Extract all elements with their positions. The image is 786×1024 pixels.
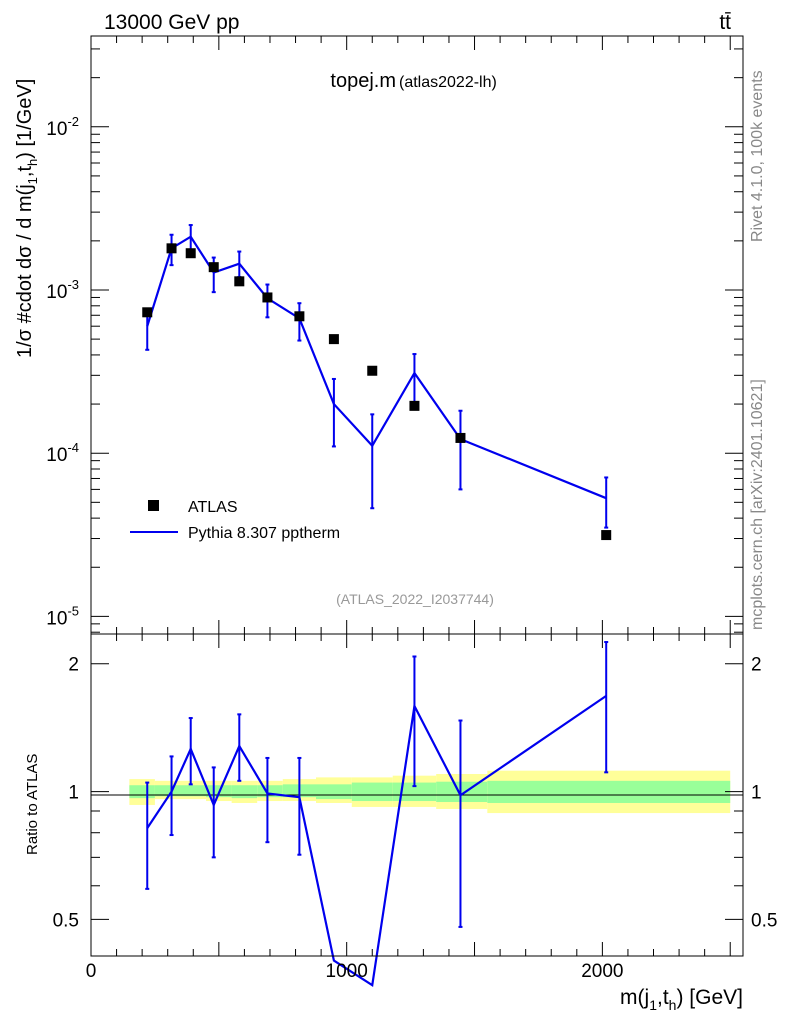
main-panel: 10-510-410-310-2 topej.m (atlas2022-lh) … bbox=[46, 35, 744, 635]
ratio-band-inner bbox=[351, 782, 393, 802]
ratio-ytick-label-left: 2 bbox=[68, 655, 79, 676]
x-axis-label: m(j1,th) [GeV] bbox=[620, 986, 743, 1013]
ratio-band-inner bbox=[257, 785, 283, 798]
x-tick-label: 0 bbox=[86, 961, 97, 982]
ratio-band-inner bbox=[487, 780, 731, 803]
ratio-mc-line bbox=[146, 694, 607, 988]
data-point bbox=[234, 276, 245, 287]
legend-mc-label: Pythia 8.307 pptherm bbox=[188, 525, 340, 542]
ratio-y-axis: 0.5 0.5 1 1 2 2 bbox=[53, 655, 778, 932]
data-point bbox=[185, 248, 196, 259]
data-point bbox=[294, 311, 305, 322]
mcplots-label: mcplots.cern.ch [arXiv:2401.10621] bbox=[749, 379, 766, 630]
ratio-mc-series bbox=[145, 641, 609, 988]
ratio-band-inner bbox=[392, 782, 437, 802]
data-point bbox=[455, 432, 466, 443]
x-axis-label-sub1: 1 bbox=[649, 997, 657, 1013]
analysis-reference: (ATLAS_2022_I2037744) bbox=[336, 591, 494, 607]
main-y-axis-label-sub2: h bbox=[25, 159, 40, 166]
main-ytick-label-base: 10 bbox=[46, 608, 67, 629]
ratio-ytick-label-left: 1 bbox=[68, 783, 79, 804]
main-ytick-label-exponent: -5 bbox=[67, 603, 79, 618]
ratio-panel: 0.5 0.5 1 1 2 2 0 1000 2000 Ratio to ATLAS bbox=[24, 633, 778, 988]
ratio-x-axis: 0 1000 2000 bbox=[86, 634, 731, 982]
data-point bbox=[367, 365, 378, 376]
ratio-band-inner bbox=[180, 785, 207, 797]
mc-line bbox=[146, 235, 607, 500]
main-x-axis bbox=[90, 36, 731, 634]
process-label: tt̄ bbox=[719, 11, 731, 34]
legend: ATLAS Pythia 8.307 pptherm bbox=[130, 499, 340, 542]
data-point bbox=[208, 262, 219, 273]
ratio-band-inner bbox=[436, 781, 488, 803]
x-tick-label: 2000 bbox=[581, 961, 623, 982]
main-plot-frame bbox=[90, 35, 744, 635]
ratio-y-axis-label: Ratio to ATLAS bbox=[24, 754, 41, 855]
energy-label: 13000 GeV pp bbox=[104, 11, 239, 34]
main-y-axis-label-c: ) [1/GeV] bbox=[14, 79, 36, 159]
main-y-axis-label-a: 1/σ #cdot dσ / d m(j bbox=[14, 184, 36, 358]
x-axis-label-c: ) [GeV] bbox=[676, 986, 743, 1009]
main-ytick-label-exponent: -2 bbox=[67, 114, 79, 129]
data-point bbox=[142, 307, 153, 318]
main-ytick-label: 10-4 bbox=[46, 440, 79, 466]
plot-subtitle: (atlas2022-lh) bbox=[399, 74, 497, 91]
ratio-band-inner bbox=[316, 784, 352, 800]
main-y-axis-label-b: ,t bbox=[14, 166, 36, 178]
main-y-axis-label: 1/σ #cdot dσ / d m(j1,th) [1/GeV] bbox=[14, 79, 40, 358]
main-ytick-label: 10-3 bbox=[46, 277, 79, 303]
ratio-ytick-label-left: 0.5 bbox=[53, 910, 79, 931]
plot-title: topej.m bbox=[330, 70, 396, 92]
legend-data-label: ATLAS bbox=[188, 499, 238, 516]
data-point bbox=[262, 292, 273, 303]
ratio-ytick-label-right: 0.5 bbox=[751, 910, 777, 931]
ratio-band-inner bbox=[129, 785, 155, 799]
x-axis-label-a: m(j bbox=[620, 986, 649, 1009]
ratio-band-inner bbox=[154, 785, 181, 797]
main-ytick-label-exponent: -4 bbox=[67, 440, 79, 455]
x-axis-label-sub2: h bbox=[669, 997, 677, 1013]
main-y-axis-label-sub1: 1 bbox=[25, 177, 40, 184]
rivet-version-label: Rivet 4.1.0, 100k events bbox=[749, 70, 766, 242]
main-ytick-label-exponent: -3 bbox=[67, 277, 79, 292]
main-ytick-label: 10-2 bbox=[46, 114, 79, 140]
ratio-ytick-label-right: 1 bbox=[751, 783, 762, 804]
main-ytick-label-base: 10 bbox=[46, 445, 67, 466]
data-point bbox=[601, 530, 612, 541]
main-ytick-label: 10-5 bbox=[46, 603, 79, 629]
x-axis-label-b: ,t bbox=[657, 986, 669, 1009]
ratio-plot-frame bbox=[90, 633, 744, 957]
x-tick-label: 1000 bbox=[326, 961, 368, 982]
ratio-band-inner bbox=[231, 785, 258, 799]
data-point bbox=[409, 400, 420, 411]
data-point bbox=[166, 243, 177, 254]
main-ytick-label-base: 10 bbox=[46, 282, 67, 303]
legend-data-marker bbox=[148, 500, 159, 511]
ratio-ytick-label-right: 2 bbox=[751, 655, 762, 676]
main-y-axis: 10-510-410-310-2 bbox=[46, 48, 743, 633]
data-series bbox=[142, 243, 612, 541]
data-point bbox=[328, 334, 339, 345]
main-ytick-label-base: 10 bbox=[46, 119, 67, 140]
